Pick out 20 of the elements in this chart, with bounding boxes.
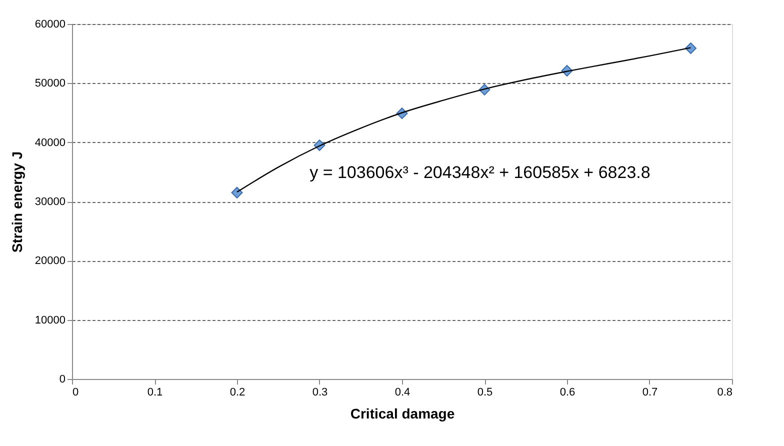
x-tick-label: 0.3 (312, 386, 328, 398)
y-tick-label: 0 (59, 374, 66, 386)
y-tick-label: 30000 (34, 196, 66, 208)
x-axis-title: Critical damage (350, 406, 455, 422)
y-tick-label: 50000 (34, 78, 66, 90)
x-tick-label: 0.4 (394, 386, 410, 398)
y-tick-label: 60000 (34, 18, 66, 30)
x-tick-label: 0.2 (230, 386, 246, 398)
x-tick-label: 0.8 (717, 386, 732, 398)
y-tick-label: 10000 (34, 314, 66, 326)
x-tick-label: 0 (72, 386, 79, 398)
y-tick-label: 40000 (34, 136, 66, 149)
y-tick-label: 20000 (34, 255, 66, 268)
annotation: y = 103606x³ - 204348x² + 160585x + 6823.8 (310, 163, 650, 182)
x-tick-label: 0.1 (147, 386, 163, 398)
x-tick-label: 0.6 (560, 386, 576, 398)
point (231, 186, 243, 198)
x-tick-label: 0.7 (642, 386, 658, 398)
x-tick-label: 0.5 (477, 386, 493, 398)
y-axis-title: Strain energy J (8, 151, 25, 253)
